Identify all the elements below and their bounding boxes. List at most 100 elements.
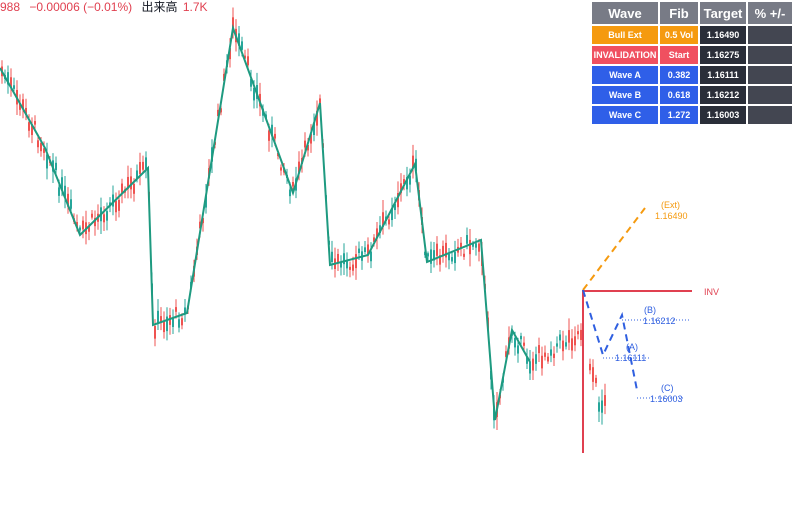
column-header: Fib bbox=[660, 2, 698, 24]
cell: 1.16003 bbox=[700, 106, 746, 124]
candle bbox=[505, 351, 507, 357]
candle bbox=[349, 266, 351, 270]
candle bbox=[61, 177, 63, 190]
table-row: Wave C 1.272 1.16003 bbox=[592, 106, 792, 124]
wave-table: Wave Fib Target % +/- Bull Ext 0.5 Vol 1… bbox=[590, 0, 794, 126]
candle bbox=[541, 355, 543, 369]
candle bbox=[367, 244, 369, 255]
candle bbox=[568, 330, 570, 343]
candle bbox=[376, 228, 378, 239]
cell: 1.16490 bbox=[700, 26, 746, 44]
candle bbox=[145, 157, 147, 170]
candle bbox=[115, 200, 117, 213]
candle bbox=[580, 329, 582, 340]
candle bbox=[427, 253, 429, 257]
cell: Wave C bbox=[592, 106, 658, 124]
candle bbox=[247, 56, 249, 66]
cell: 0.5 Vol bbox=[660, 26, 698, 44]
candle bbox=[238, 33, 240, 46]
cell: Wave A bbox=[592, 66, 658, 84]
candle bbox=[199, 221, 201, 229]
candle bbox=[217, 109, 219, 116]
candle bbox=[64, 185, 66, 198]
candle bbox=[562, 340, 564, 352]
wave-zigzag bbox=[0, 24, 531, 421]
cell bbox=[748, 46, 792, 64]
candle bbox=[370, 251, 372, 262]
price: 988 bbox=[0, 0, 21, 14]
column-header: % +/- bbox=[748, 2, 792, 24]
candle bbox=[139, 162, 141, 174]
candle bbox=[316, 110, 318, 126]
candle bbox=[463, 253, 465, 257]
candle bbox=[154, 326, 156, 339]
candle bbox=[271, 124, 273, 137]
candle bbox=[592, 367, 594, 382]
candle bbox=[160, 316, 162, 323]
cell: Bull Ext bbox=[592, 26, 658, 44]
candle bbox=[202, 218, 204, 224]
candle bbox=[244, 55, 246, 59]
table-header: Wave Fib Target % +/- bbox=[592, 2, 792, 24]
candle bbox=[604, 395, 606, 406]
candle bbox=[535, 354, 537, 364]
candle bbox=[157, 310, 159, 323]
inv-label: INV bbox=[704, 287, 719, 297]
b-price: 1.16212 bbox=[643, 316, 676, 326]
candle bbox=[430, 249, 432, 264]
candle bbox=[178, 319, 180, 328]
candle bbox=[514, 337, 516, 348]
candle bbox=[22, 99, 24, 109]
candle bbox=[565, 342, 567, 347]
candle bbox=[184, 307, 186, 315]
candle bbox=[574, 336, 576, 346]
candle bbox=[43, 148, 45, 153]
cell: INVALIDATION bbox=[592, 46, 658, 64]
candle bbox=[478, 243, 480, 252]
cell bbox=[748, 106, 792, 124]
candle bbox=[304, 140, 306, 148]
candle bbox=[292, 181, 294, 187]
header: 988 −0.00006 (−0.01%) 出来高 1.7K bbox=[0, 0, 214, 15]
candle bbox=[544, 352, 546, 357]
candle bbox=[556, 343, 558, 347]
candle bbox=[79, 227, 81, 231]
candle bbox=[31, 124, 33, 135]
candle bbox=[547, 356, 549, 362]
candle bbox=[448, 253, 450, 261]
candle bbox=[88, 225, 90, 232]
candle bbox=[313, 123, 315, 136]
candle bbox=[553, 353, 555, 358]
candle bbox=[517, 345, 519, 354]
candle bbox=[298, 161, 300, 173]
candle bbox=[388, 219, 390, 225]
candle bbox=[409, 175, 411, 185]
candle bbox=[391, 207, 393, 221]
candle bbox=[382, 212, 384, 227]
candle bbox=[550, 349, 552, 356]
candle bbox=[220, 108, 222, 113]
cell: Wave B bbox=[592, 86, 658, 104]
candle bbox=[439, 255, 441, 265]
candle bbox=[469, 239, 471, 255]
candle bbox=[532, 358, 534, 371]
volume-label: 出来高 bbox=[141, 0, 178, 14]
candle bbox=[400, 183, 402, 194]
candle bbox=[232, 17, 234, 30]
cell: 1.16212 bbox=[700, 86, 746, 104]
candle bbox=[343, 253, 345, 265]
candle bbox=[40, 142, 42, 152]
candle bbox=[13, 85, 15, 89]
c-label: (C) bbox=[661, 383, 674, 393]
candle bbox=[412, 155, 414, 169]
candle bbox=[166, 316, 168, 332]
table-row: Bull Ext 0.5 Vol 1.16490 bbox=[592, 26, 792, 44]
candle bbox=[373, 237, 375, 242]
candle bbox=[34, 121, 36, 125]
candle bbox=[442, 245, 444, 257]
candle bbox=[133, 183, 135, 194]
table-row: Wave B 0.618 1.16212 bbox=[592, 86, 792, 104]
candle bbox=[355, 254, 357, 269]
candle bbox=[460, 242, 462, 249]
